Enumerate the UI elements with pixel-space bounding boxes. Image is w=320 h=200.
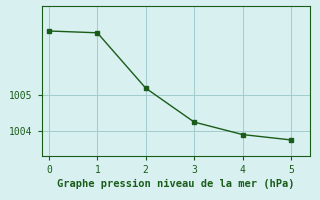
X-axis label: Graphe pression niveau de la mer (hPa): Graphe pression niveau de la mer (hPa) bbox=[57, 179, 295, 189]
